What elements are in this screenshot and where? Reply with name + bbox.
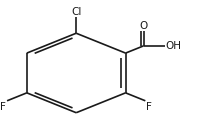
Text: F: F — [147, 102, 152, 112]
Text: OH: OH — [166, 41, 182, 51]
Text: Cl: Cl — [71, 7, 81, 17]
Text: F: F — [0, 102, 6, 112]
Text: O: O — [140, 21, 148, 31]
